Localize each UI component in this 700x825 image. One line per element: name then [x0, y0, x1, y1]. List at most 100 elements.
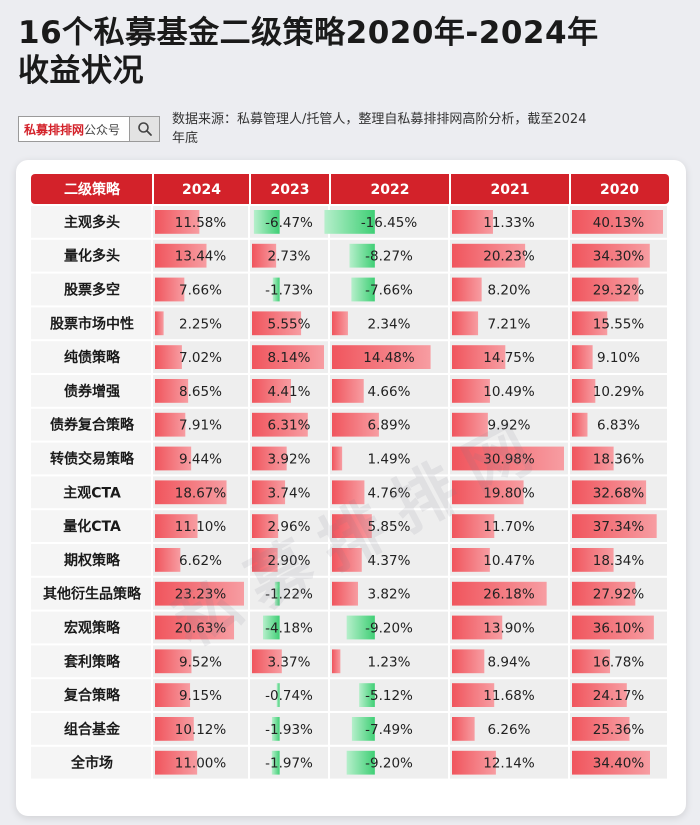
bar-positive [332, 446, 343, 471]
value-label: 8.14% [268, 350, 311, 366]
bar-positive [452, 683, 495, 707]
value-label: 7.21% [488, 316, 531, 332]
bar-positive [572, 379, 596, 403]
data-cell [330, 645, 448, 678]
bar-positive [155, 548, 181, 572]
bar-positive [572, 717, 630, 741]
value-label: 4.66% [368, 384, 411, 400]
value-label: 3.82% [368, 587, 411, 603]
value-label: 6.26% [488, 722, 531, 738]
value-label: 8.65% [179, 384, 222, 400]
bar-negative [272, 277, 280, 302]
row-label-cell [31, 273, 151, 306]
data-cell [330, 307, 448, 340]
value-label: 9.10% [597, 350, 640, 366]
header-corner-label: 二级策略 [64, 181, 121, 198]
bar-positive [572, 683, 627, 707]
row-label-cell [31, 746, 151, 779]
bar-negative [324, 210, 375, 234]
bar-negative [271, 750, 280, 775]
bar-positive [252, 649, 282, 674]
bar-positive [252, 311, 302, 336]
data-cell [153, 307, 248, 340]
bar-positive [332, 548, 362, 572]
value-label: 14.48% [363, 350, 415, 366]
value-label: 9.15% [179, 688, 222, 704]
data-cell [250, 746, 328, 779]
value-label: 1.49% [368, 452, 411, 468]
data-cell [330, 442, 448, 475]
bar-negative [346, 615, 375, 640]
bar-positive [155, 480, 227, 505]
header-row [31, 174, 669, 204]
bar-positive [572, 412, 588, 437]
row-label-组合基金: 组合基金 [64, 721, 121, 738]
bar-positive [452, 581, 547, 606]
bar-positive [155, 311, 164, 336]
value-label: 18.67% [175, 485, 227, 501]
value-label: -1.73% [265, 283, 313, 299]
value-label: 18.34% [593, 553, 645, 569]
value-label: 24.17% [593, 688, 645, 704]
value-label: 10.49% [483, 384, 535, 400]
bar-positive [572, 480, 647, 505]
row-label-cell [31, 375, 151, 407]
bar-positive [252, 514, 279, 538]
header-year-2024: 2024 [182, 182, 221, 198]
value-label: 11.10% [175, 519, 227, 535]
bar-positive [452, 311, 479, 336]
bar-positive [252, 379, 292, 403]
bar-positive [252, 243, 277, 268]
row-label-期权策略: 期权策略 [64, 552, 121, 569]
value-label: 11.00% [175, 756, 227, 772]
data-cell [250, 713, 328, 745]
value-label: 4.76% [368, 485, 411, 501]
value-label: 36.10% [593, 621, 645, 637]
bar-positive [332, 480, 365, 505]
row-label-宏观策略: 宏观策略 [64, 620, 121, 637]
bar-positive [452, 514, 495, 538]
row-label-套利策略: 套利策略 [64, 653, 121, 670]
bar-negative [271, 717, 280, 741]
bar-positive [572, 446, 614, 471]
value-label: 2.90% [268, 553, 311, 569]
row-label-cell [31, 679, 151, 711]
value-label: 16.78% [593, 654, 645, 670]
bar-positive [155, 717, 194, 741]
row-label-主观CTA: 主观CTA [63, 484, 121, 501]
row-label-其他衍生品策略: 其他衍生品策略 [43, 586, 142, 603]
value-label: 7.91% [179, 418, 222, 434]
value-label: -9.20% [365, 756, 413, 772]
bar-positive [572, 514, 657, 538]
bar-positive [252, 446, 287, 471]
value-label: 5.55% [268, 316, 311, 332]
value-label: 8.20% [488, 283, 531, 299]
value-label: 9.44% [179, 452, 222, 468]
bar-negative [274, 581, 280, 606]
bar-positive [572, 210, 663, 234]
bar-negative [253, 210, 280, 234]
value-label: 7.66% [179, 283, 222, 299]
value-label: 12.14% [483, 756, 535, 772]
value-label: 25.36% [593, 722, 645, 738]
value-label: 29.32% [593, 283, 645, 299]
row-label-债券增强: 债券增强 [64, 383, 120, 400]
row-label-cell [31, 510, 151, 542]
data-cell [250, 577, 328, 610]
bar-positive [332, 581, 359, 606]
value-label: 4.41% [268, 384, 311, 400]
value-label: -7.66% [365, 283, 413, 299]
bar-positive [155, 750, 198, 775]
search-box[interactable]: 私募排排网 公众号 [18, 116, 160, 142]
value-label: 26.18% [483, 587, 535, 603]
bar-positive [452, 548, 490, 572]
value-label: 13.44% [175, 249, 227, 265]
value-label: 4.37% [368, 553, 411, 569]
value-label: 9.92% [488, 418, 531, 434]
bar-positive [452, 277, 482, 302]
value-label: 6.62% [179, 553, 222, 569]
value-label: 11.68% [483, 688, 535, 704]
value-label: 6.89% [368, 418, 411, 434]
search-icon[interactable] [129, 117, 159, 141]
data-cell [250, 679, 328, 711]
